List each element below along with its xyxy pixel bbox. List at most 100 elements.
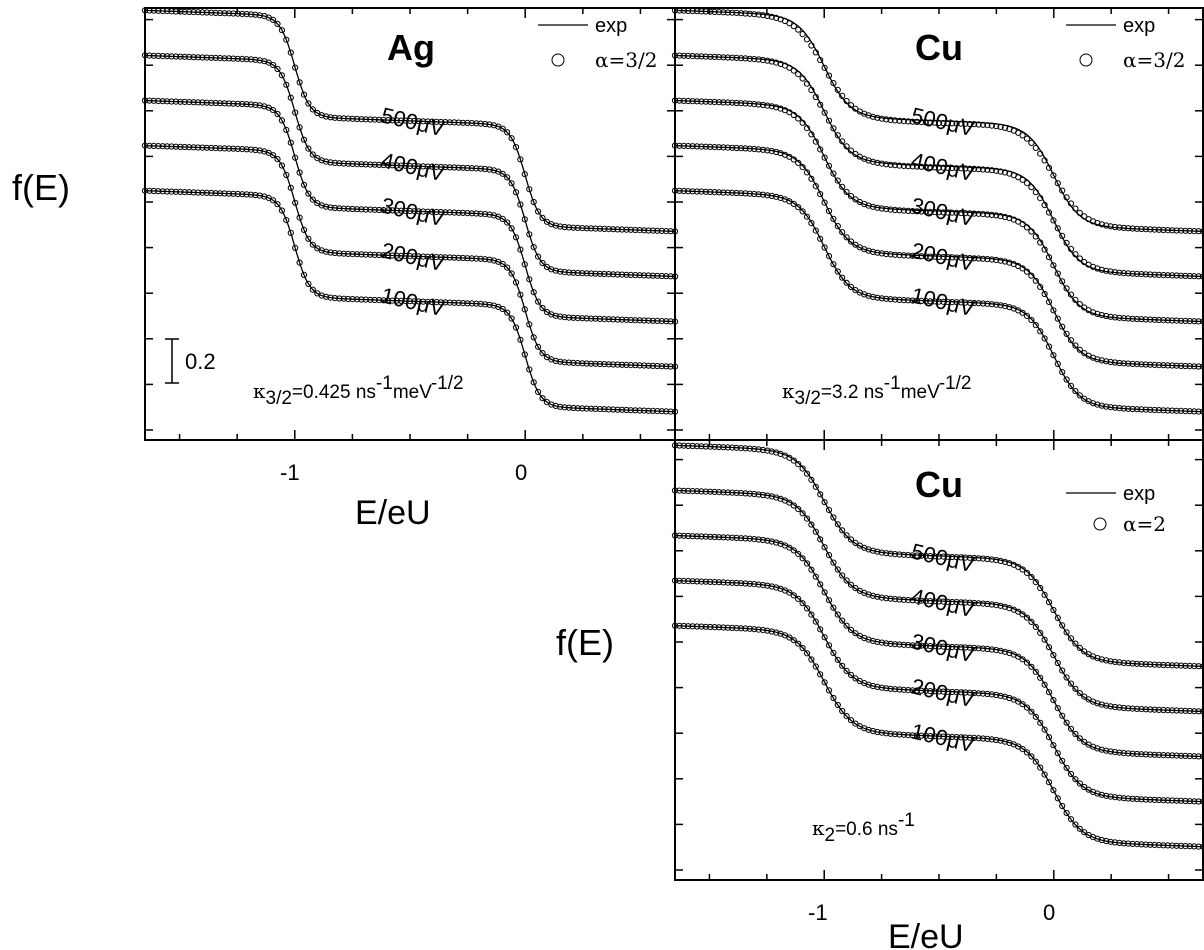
panel-ag-fit-point xyxy=(389,162,396,169)
panel-cu-a2-fit-point xyxy=(843,577,850,584)
panel-ag-fit-point xyxy=(296,214,303,221)
panel-cu-a32-fit-point xyxy=(755,101,762,108)
panel-cu-a32-fit-point xyxy=(874,204,881,211)
panel-cu-a32-fit-point xyxy=(698,188,705,195)
panel-cu-a2-series-label-0: 100μV xyxy=(909,719,977,758)
panel-cu-a2-fit-point xyxy=(979,600,987,607)
panel-cu-a32-fit-point xyxy=(1133,406,1141,413)
panel-ag-fit-point xyxy=(371,251,378,258)
panel-ag-fit-point xyxy=(521,171,528,178)
panel-cu-a2-fit-point xyxy=(742,490,749,497)
panel-cu-a32-fit-point xyxy=(751,101,758,108)
panel-cu-a32-fit-point xyxy=(847,147,855,154)
panel-ag-fit-point xyxy=(181,8,188,15)
panel-ag-fit-point xyxy=(610,316,617,323)
panel-cu-a2-fit-point xyxy=(896,596,903,603)
panel-cu-a32-fit-point xyxy=(693,8,701,15)
panel-cu-a32-fit-point xyxy=(711,189,718,196)
panel-ag-fit-point xyxy=(172,53,179,60)
panel-cu-a32-fit-point xyxy=(1186,318,1193,325)
panel-cu-a2-fit-point xyxy=(720,444,727,451)
panel-cu-a2-fit-point xyxy=(949,688,956,696)
panel-cu-a32-fit-point xyxy=(759,146,767,153)
panel-ag-fit-point xyxy=(610,226,617,233)
panel-ag-fit-point xyxy=(433,208,440,216)
panel-cu-a2-fit-point xyxy=(1081,829,1088,836)
panel-cu-a32-fit-point xyxy=(891,117,899,124)
panel-ag-fit-point xyxy=(208,189,215,197)
panel-ag-fit-point xyxy=(406,298,414,305)
panel-cu-a2-fit-point xyxy=(1199,798,1204,805)
panel-cu-a32-fit-point xyxy=(896,296,903,303)
panel-ag-fit-point xyxy=(415,118,422,125)
panel-ag-fit-point xyxy=(300,91,308,98)
panel-cu-a2-fit-point xyxy=(1001,648,1009,655)
panel-ag-fit-point xyxy=(667,408,674,415)
panel-cu-a32-fit-point xyxy=(764,57,771,64)
panel-cu-a2-fit-point xyxy=(905,552,912,559)
panel-ag-fit-point xyxy=(199,54,206,61)
panel-ag-fit-point xyxy=(521,351,528,358)
panel-cu-a2-fit-point xyxy=(953,554,960,561)
panel-cu-a2-fit-point xyxy=(817,581,824,588)
panel-cu-a32-fit-point xyxy=(817,56,824,64)
panel-cu-a2-fit-point xyxy=(812,483,819,490)
panel-ag-fit-point xyxy=(530,289,537,296)
panel-cu-a32-fit-point xyxy=(949,120,956,127)
panel-cu-a32-fit-point xyxy=(724,189,731,196)
panel-cu-a2-fit-point xyxy=(751,581,758,588)
panel-ag-fit-point xyxy=(455,254,462,261)
panel-cu-a32-fit-point xyxy=(1177,272,1185,279)
panel-cu-a2-fit-point xyxy=(702,623,709,630)
panel-cu-a2-fit-point xyxy=(733,489,740,496)
panel-cu-a32-fit-point xyxy=(878,160,885,167)
panel-ag-fit-point xyxy=(508,315,515,322)
panel-cu-a2-fit-point xyxy=(935,598,943,605)
panel-ag-fit-point xyxy=(380,207,387,214)
panel-ag-fit-point xyxy=(208,54,215,61)
panel-cu-a2-fit-point xyxy=(685,532,692,540)
panel-ag-fit-point xyxy=(437,254,444,261)
panel-cu-a2-fit-point xyxy=(711,443,718,450)
panel-cu-a32-fit-point xyxy=(905,252,912,259)
panel-cu-a32-fit-point xyxy=(874,294,881,301)
panel-ag-fit-point xyxy=(526,186,533,193)
panel-ag-legend-exp: exp xyxy=(595,15,627,37)
panel-cu-a32-fit-point xyxy=(940,209,947,216)
panel-cu-a32-fit-point xyxy=(1142,361,1149,368)
panel-cu-a32-fit-point xyxy=(891,206,899,214)
panel-cu-a2-fit-point xyxy=(755,536,762,543)
panel-cu-a32-fit-point xyxy=(1133,270,1141,277)
panel-ag-fit-point xyxy=(477,120,484,127)
panel-cu-a32-fit-point xyxy=(790,200,797,207)
panel-ag-fit-point xyxy=(199,99,206,106)
panel-ag-fit-point xyxy=(583,315,590,322)
panel-cu-a2-fit-point xyxy=(746,535,753,542)
panel-cu-a32-fit-point xyxy=(1182,272,1189,279)
panel-ag-fit-point xyxy=(486,166,493,173)
panel-ag-fit-point xyxy=(327,249,334,256)
panel-cu-a2-fit-point xyxy=(891,641,899,648)
panel-cu-a2-series-label-3: 400μV xyxy=(909,584,977,623)
panel-cu-a32-fit-point xyxy=(896,162,903,169)
panel-cu-a2-fit-point xyxy=(966,689,973,696)
panel-cu-a2-fit-point xyxy=(1125,660,1132,667)
panel-cu-a2-fit-point xyxy=(1195,663,1202,670)
panel-cu-a32-fit-point xyxy=(825,117,833,124)
panel-ag-fit-point xyxy=(561,223,568,231)
panel-cu-a32-fit-point xyxy=(685,52,692,60)
panel-cu-a32-fit-point xyxy=(1191,273,1198,280)
panel-cu-a2-fit-point xyxy=(913,687,921,694)
panel-ag-fit-point xyxy=(194,54,202,61)
panel-ag-fit-point xyxy=(618,316,626,323)
panel-cu-a32-fit-point xyxy=(790,156,797,163)
panel-ag-fit-point xyxy=(270,61,277,69)
panel-cu-a2-fit-point xyxy=(1032,713,1039,720)
panel-ag-fit-point xyxy=(504,174,511,181)
panel-ag-fit-point xyxy=(340,250,347,257)
panel-ag-fit-point xyxy=(367,296,374,303)
panel-ag-fit-point xyxy=(296,124,303,131)
panel-cu-a32-fit-point xyxy=(1164,272,1171,279)
panel-cu-a32-fit-point xyxy=(676,7,683,14)
panel-cu-a32-fit-point xyxy=(1081,304,1088,311)
